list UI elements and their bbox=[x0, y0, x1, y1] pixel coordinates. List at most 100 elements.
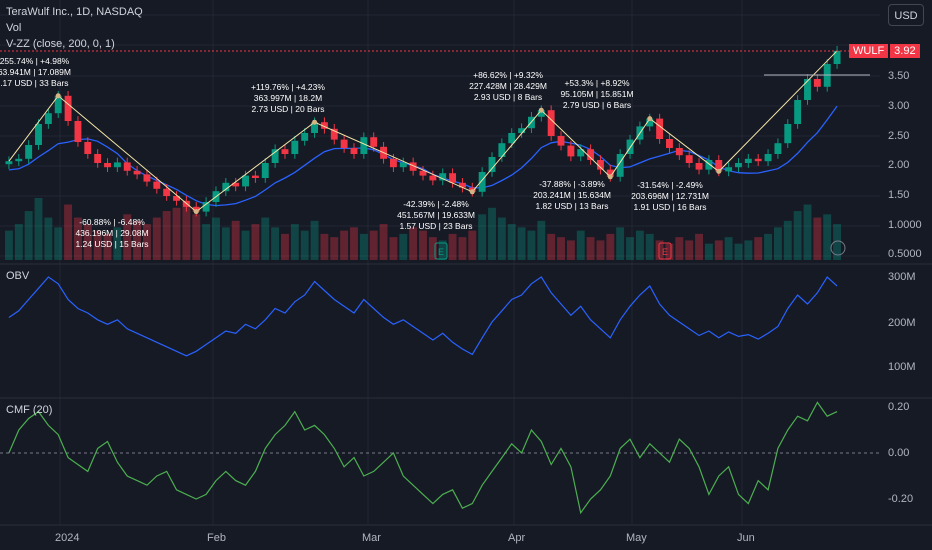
candle-body bbox=[232, 182, 240, 187]
lightning-icon bbox=[830, 240, 846, 256]
candle-body bbox=[715, 160, 723, 172]
volume-bar bbox=[192, 214, 201, 260]
volume-bar bbox=[764, 233, 773, 260]
candle-body bbox=[74, 121, 82, 142]
candle-body bbox=[537, 110, 545, 117]
candle-body bbox=[744, 158, 752, 163]
volume-bar bbox=[478, 214, 487, 260]
zigzag-label: -31.54% | -2.49% 203.696M | 12.731M 1.91 U… bbox=[631, 180, 709, 213]
currency-button[interactable]: USD bbox=[888, 4, 924, 26]
obv-tick-label: 100M bbox=[888, 361, 916, 373]
zigzag-label-line: +119.76% | +4.23% bbox=[251, 82, 325, 92]
time-axis-label: Jun bbox=[737, 532, 755, 544]
volume-bar bbox=[419, 230, 427, 260]
candle-body bbox=[370, 137, 378, 147]
candle-body bbox=[84, 142, 92, 154]
candle-body bbox=[439, 173, 447, 181]
volume-bar bbox=[93, 230, 102, 260]
cmf-line bbox=[8, 401, 838, 515]
candle-body bbox=[597, 160, 604, 170]
volume-bar bbox=[606, 233, 615, 260]
zigzag-pivot bbox=[647, 116, 653, 122]
candle-body bbox=[764, 154, 772, 162]
candle-body bbox=[449, 173, 457, 183]
zigzag-label-line: 451.567M | 19.633M bbox=[397, 210, 475, 220]
candle-body bbox=[271, 149, 279, 163]
price-tick-label: 2.00 bbox=[888, 159, 910, 171]
price-tick-label: 0.5000 bbox=[888, 248, 922, 260]
price-tick-label: 3.50 bbox=[888, 70, 910, 82]
price-tick-label: 3.00 bbox=[888, 100, 910, 112]
volume-bar bbox=[793, 211, 802, 260]
volume-bar bbox=[300, 230, 309, 260]
zigzag-label-line: 227.428M | 28.429M bbox=[469, 81, 547, 91]
candle-body bbox=[25, 145, 33, 159]
zigzag-pivot bbox=[607, 174, 613, 180]
volume-bar bbox=[54, 227, 63, 260]
candle-body bbox=[311, 122, 319, 133]
volume-bar bbox=[389, 237, 398, 260]
candle-body bbox=[547, 110, 555, 136]
volume-bar bbox=[596, 240, 605, 260]
zigzag-pivot bbox=[312, 119, 318, 125]
volume-bar bbox=[34, 198, 43, 260]
candle-body bbox=[5, 161, 13, 165]
candle-body bbox=[735, 163, 742, 168]
volume-bar bbox=[261, 217, 270, 260]
volume-bar bbox=[448, 233, 457, 260]
candle-body bbox=[488, 157, 496, 172]
volume-bar bbox=[438, 240, 447, 260]
zigzag-label-line: -31.54% | -2.49% bbox=[637, 180, 703, 190]
zigzag-label-line: 1.57 USD | 23 Bars bbox=[399, 221, 473, 231]
volume-bar bbox=[123, 214, 132, 260]
candle-body bbox=[153, 181, 161, 189]
zigzag-label-line: 2.79 USD | 6 Bars bbox=[562, 100, 632, 110]
volume-bar bbox=[823, 214, 832, 260]
zigzag-label-line: 436.196M | 29.08M bbox=[75, 228, 149, 238]
zigzag-pivot bbox=[193, 209, 199, 215]
zigzag-pivot bbox=[55, 93, 61, 99]
volume-bar bbox=[271, 227, 280, 260]
candle-body bbox=[242, 175, 249, 187]
candle-body bbox=[478, 172, 486, 192]
candle-body bbox=[606, 169, 614, 177]
zigzag-line bbox=[8, 50, 838, 213]
zigzag-label-line: +255.74% | +4.98% bbox=[0, 56, 70, 66]
volume-bar bbox=[773, 227, 782, 260]
volume-bar bbox=[527, 230, 536, 260]
candle-body bbox=[222, 182, 230, 192]
volume-bar bbox=[152, 217, 161, 260]
volume-bar bbox=[369, 230, 378, 260]
cmf-legend: CMF (20) bbox=[6, 404, 53, 416]
volume-bar bbox=[783, 220, 792, 260]
volume-bar bbox=[428, 237, 437, 260]
cmf-tick-label: 0.20 bbox=[888, 401, 910, 413]
candle-body bbox=[123, 162, 131, 171]
volume-bar bbox=[566, 240, 575, 260]
volume-bar bbox=[626, 237, 634, 260]
volume-bar bbox=[73, 217, 82, 260]
volume-bar bbox=[320, 233, 329, 260]
candle-body bbox=[705, 160, 713, 170]
volume-bar bbox=[675, 237, 684, 260]
volume-bar bbox=[586, 237, 595, 260]
zigzag-pivot bbox=[538, 107, 544, 113]
candle-body bbox=[774, 143, 782, 154]
volume-bar bbox=[685, 240, 694, 260]
volume-bar bbox=[497, 217, 506, 260]
vzz-legend: V-ZZ (close, 200, 0, 1) bbox=[6, 38, 115, 50]
volume-bar bbox=[488, 207, 496, 260]
candle-body bbox=[458, 182, 466, 188]
volume-bar bbox=[212, 217, 220, 260]
volume-bar bbox=[24, 211, 33, 260]
volume-bar bbox=[14, 224, 23, 260]
candle-body bbox=[281, 149, 289, 154]
candle-body bbox=[794, 100, 802, 124]
volume-bar bbox=[241, 230, 250, 260]
obv-tick-label: 300M bbox=[888, 271, 916, 283]
candle-body bbox=[389, 158, 397, 168]
volume-bar bbox=[754, 237, 763, 260]
candle-body bbox=[350, 148, 358, 154]
volume-bar bbox=[576, 230, 585, 260]
zigzag-label: +119.76% | +4.23% 363.997M | 18.2M 2.73 US… bbox=[251, 82, 325, 115]
